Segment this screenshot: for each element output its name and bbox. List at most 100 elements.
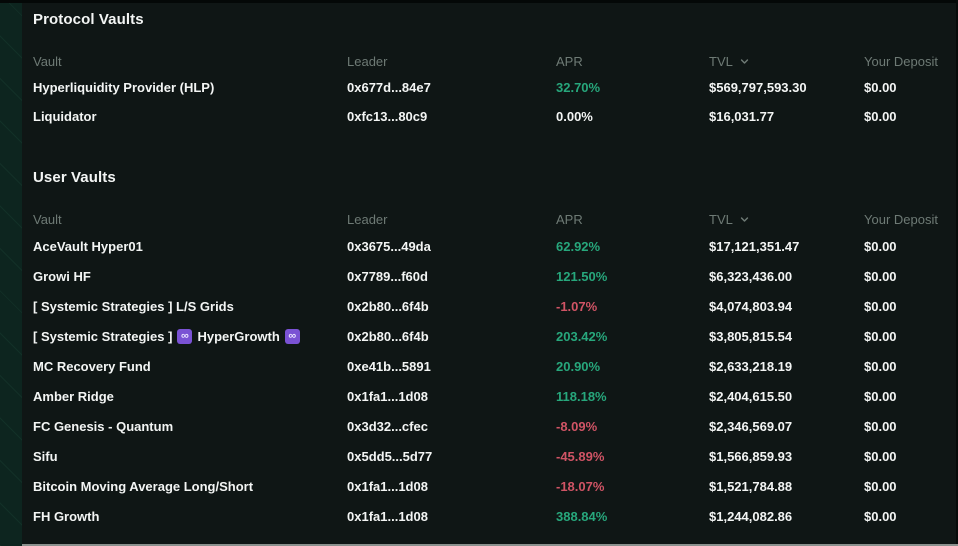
vault-name-cell: FC Genesis - Quantum bbox=[33, 418, 174, 434]
column-header-vault[interactable]: Vault bbox=[33, 54, 347, 69]
vault-row[interactable]: Growi HF 0x7789...f60d 121.50% $6,323,436.0… bbox=[33, 261, 937, 291]
column-header-tvl[interactable]: TVL bbox=[709, 212, 864, 227]
your-deposit-cell: $0.00 bbox=[864, 358, 897, 374]
leader-address-cell: 0x5dd5...5d77 bbox=[347, 448, 433, 464]
apr-cell: -1.07% bbox=[556, 298, 598, 314]
leader-address-cell: 0x1fa1...1d08 bbox=[347, 478, 428, 494]
chevron-down-icon bbox=[739, 214, 750, 225]
apr-cell: -18.07% bbox=[556, 478, 605, 494]
column-label: APR bbox=[556, 211, 583, 227]
leader-address-cell: 0x1fa1...1d08 bbox=[347, 388, 428, 404]
column-header-leader[interactable]: Leader bbox=[347, 54, 556, 69]
apr-cell: 62.92% bbox=[556, 238, 601, 254]
column-header-apr[interactable]: APR bbox=[556, 54, 709, 69]
vault-name-text: HyperGrowth bbox=[197, 328, 280, 344]
your-deposit-cell: $0.00 bbox=[864, 478, 897, 494]
tvl-cell: $2,404,615.50 bbox=[709, 388, 793, 404]
vaults-content: Protocol Vaults Vault Leader APR TVL Your De… bbox=[22, 3, 958, 544]
chevron-down-icon bbox=[739, 56, 750, 67]
your-deposit-cell: $0.00 bbox=[864, 328, 897, 344]
vault-name-cell: FH Growth bbox=[33, 508, 100, 524]
protocol-vaults-title: Protocol Vaults bbox=[33, 11, 144, 28]
column-label: Your Deposit bbox=[864, 53, 938, 69]
tvl-cell: $569,797,593.30 bbox=[709, 80, 807, 95]
column-header-leader[interactable]: Leader bbox=[347, 212, 556, 227]
vault-row[interactable]: Sifu 0x5dd5...5d77 -45.89% $1,566,859.93 $0.… bbox=[33, 441, 937, 471]
column-header-vault[interactable]: Vault bbox=[33, 212, 347, 227]
user-vaults-table-body: AceVault Hyper01 0x3675...49da 62.92% $17,1… bbox=[33, 231, 937, 531]
vault-row[interactable]: AceVault Hyper01 0x3675...49da 62.92% $17,1… bbox=[33, 231, 937, 261]
vault-row[interactable]: Liquidator 0xfc13...80c9 0.00% $16,031.77 $0… bbox=[33, 102, 937, 131]
column-header-your-deposit[interactable]: Your Deposit bbox=[864, 211, 938, 227]
apr-cell: -45.89% bbox=[556, 448, 605, 464]
apr-cell: 118.18% bbox=[556, 388, 607, 404]
apr-cell: 203.42% bbox=[556, 328, 608, 344]
your-deposit-cell: $0.00 bbox=[864, 388, 897, 404]
column-label: TVL bbox=[709, 53, 733, 69]
vault-row[interactable]: FH Growth 0x1fa1...1d08 388.84% $1,244,082.… bbox=[33, 501, 937, 531]
tvl-cell: $17,121,351.47 bbox=[709, 238, 800, 254]
user-vaults-table-header: Vault Leader APR TVL Your Deposit bbox=[33, 211, 938, 227]
vault-row[interactable]: [ Systemic Strategies ] ∞ HyperGrowth ∞ 0x2b… bbox=[33, 321, 937, 351]
tvl-cell: $2,346,569.07 bbox=[709, 418, 793, 434]
leader-address-cell: 0x2b80...6f4b bbox=[347, 328, 429, 344]
vault-name-cell: Growi HF bbox=[33, 268, 91, 284]
vault-row[interactable]: Amber Ridge 0x1fa1...1d08 118.18% $2,404,61… bbox=[33, 381, 937, 411]
your-deposit-cell: $0.00 bbox=[864, 508, 897, 524]
vault-row[interactable]: [ Systemic Strategies ] L/S Grids 0x2b80.… bbox=[33, 291, 937, 321]
tvl-cell: $6,323,436.00 bbox=[709, 268, 793, 284]
column-label: Your Deposit bbox=[864, 211, 938, 227]
vault-name-text: [ Systemic Strategies ] bbox=[33, 328, 173, 344]
your-deposit-cell: $0.00 bbox=[864, 298, 897, 314]
your-deposit-cell: $0.00 bbox=[864, 109, 897, 124]
leader-address-cell: 0x2b80...6f4b bbox=[347, 298, 429, 314]
vault-name-cell: Hyperliquidity Provider (HLP) bbox=[33, 80, 215, 95]
leader-address-cell: 0x1fa1...1d08 bbox=[347, 508, 428, 524]
tvl-cell: $2,633,218.19 bbox=[709, 358, 793, 374]
column-label: TVL bbox=[709, 211, 733, 227]
column-label: Leader bbox=[347, 53, 388, 69]
vault-name-cell: AceVault Hyper01 bbox=[33, 238, 143, 254]
column-header-your-deposit[interactable]: Your Deposit bbox=[864, 53, 938, 69]
user-vaults-title: User Vaults bbox=[33, 169, 116, 186]
protocol-vaults-table-body: Hyperliquidity Provider (HLP) 0x677d...84… bbox=[33, 73, 937, 131]
apr-cell: -8.09% bbox=[556, 418, 598, 434]
vault-row[interactable]: Hyperliquidity Provider (HLP) 0x677d...84… bbox=[33, 73, 937, 102]
column-label: Vault bbox=[33, 211, 62, 227]
vault-name-cell: [ Systemic Strategies ] L/S Grids bbox=[33, 298, 234, 314]
leader-address-cell: 0xfc13...80c9 bbox=[347, 109, 428, 124]
apr-cell: 121.50% bbox=[556, 268, 608, 284]
leader-address-cell: 0x3675...49da bbox=[347, 238, 431, 254]
your-deposit-cell: $0.00 bbox=[864, 80, 897, 95]
column-label: Leader bbox=[347, 211, 388, 227]
vault-name-cell: Bitcoin Moving Average Long/Short bbox=[33, 478, 254, 494]
tvl-cell: $3,805,815.54 bbox=[709, 328, 793, 344]
user-vaults-section: User Vaults Vault Leader APR TVL Your Deposi… bbox=[33, 131, 938, 531]
infinity-badge: ∞ bbox=[177, 328, 193, 344]
vault-name-cell: [ Systemic Strategies ] ∞ HyperGrowth ∞ bbox=[33, 328, 347, 344]
apr-cell: 20.90% bbox=[556, 358, 601, 374]
column-header-tvl[interactable]: TVL bbox=[709, 54, 864, 69]
your-deposit-cell: $0.00 bbox=[864, 418, 897, 434]
your-deposit-cell: $0.00 bbox=[864, 448, 897, 464]
vault-name-cell: Sifu bbox=[33, 448, 58, 464]
vault-row[interactable]: FC Genesis - Quantum 0x3d32...cfec -8.09% $… bbox=[33, 411, 937, 441]
leader-address-cell: 0x3d32...cfec bbox=[347, 418, 428, 434]
leader-address-cell: 0x7789...f60d bbox=[347, 268, 428, 284]
your-deposit-cell: $0.00 bbox=[864, 238, 897, 254]
right-edge-divider bbox=[956, 0, 958, 546]
column-header-apr[interactable]: APR bbox=[556, 212, 709, 227]
apr-cell: 32.70% bbox=[556, 80, 601, 95]
apr-cell: 0.00% bbox=[556, 109, 593, 124]
tvl-cell: $1,521,784.88 bbox=[709, 478, 793, 494]
vault-row[interactable]: Bitcoin Moving Average Long/Short 0x1fa1.… bbox=[33, 471, 937, 501]
vault-name-cell: Liquidator bbox=[33, 109, 97, 124]
vault-name-cell: Amber Ridge bbox=[33, 388, 114, 404]
vault-row[interactable]: MC Recovery Fund 0xe41b...5891 20.90% $2,63… bbox=[33, 351, 937, 381]
leader-address-cell: 0x677d...84e7 bbox=[347, 80, 431, 95]
tvl-cell: $1,244,082.86 bbox=[709, 508, 793, 524]
apr-cell: 388.84% bbox=[556, 508, 608, 524]
leader-address-cell: 0xe41b...5891 bbox=[347, 358, 431, 374]
protocol-vaults-section: Protocol Vaults Vault Leader APR TVL Your De… bbox=[33, 3, 938, 131]
